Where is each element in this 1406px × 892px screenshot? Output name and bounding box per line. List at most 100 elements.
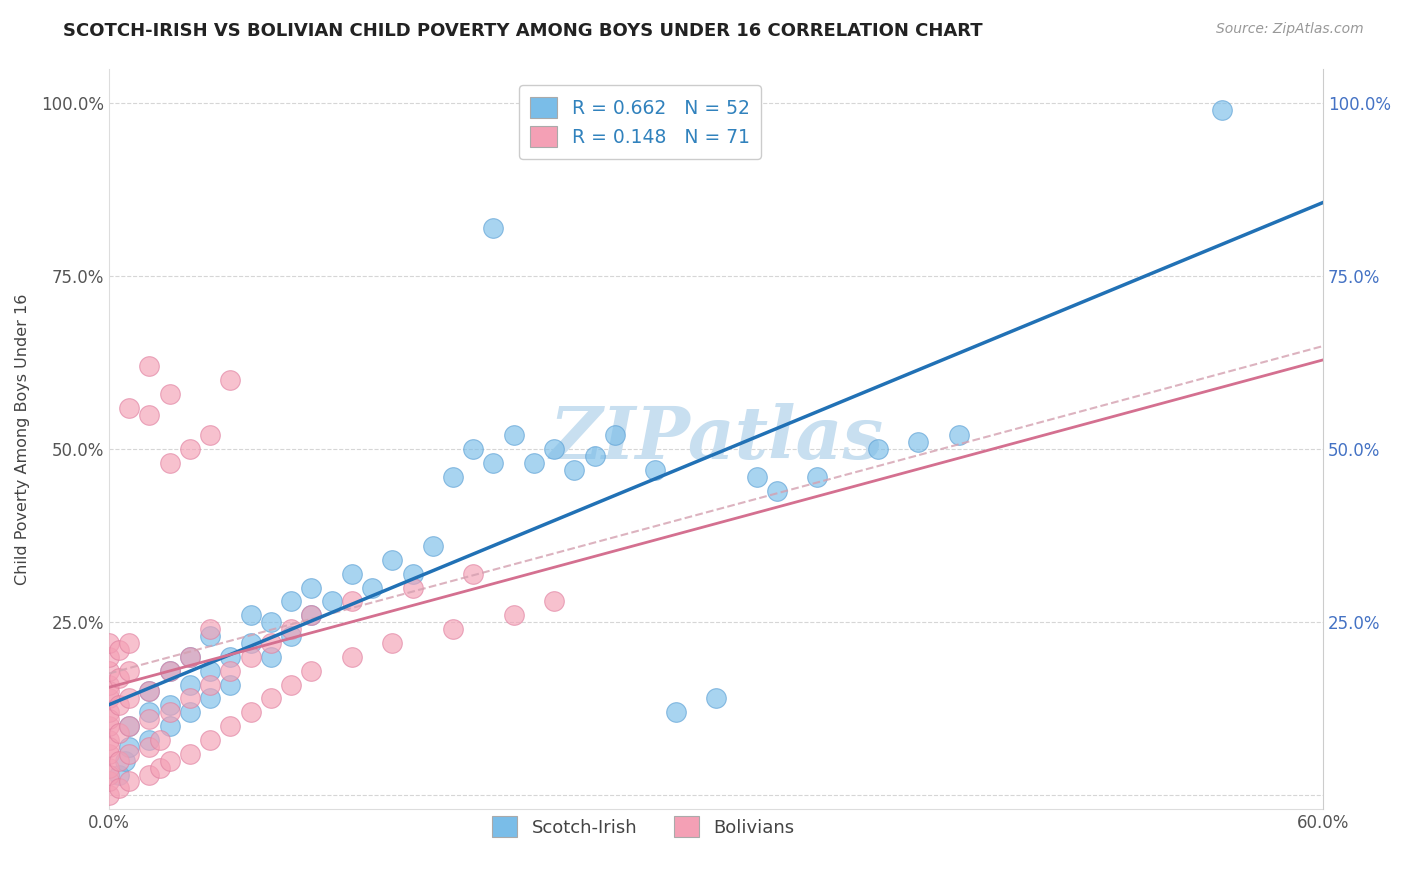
Point — [198, 664, 221, 678]
Point — [179, 747, 201, 761]
Point — [108, 754, 131, 768]
Point — [179, 691, 201, 706]
Point — [543, 594, 565, 608]
Point — [138, 705, 160, 719]
Point — [665, 705, 688, 719]
Point — [704, 691, 727, 706]
Point — [108, 698, 131, 713]
Point — [118, 691, 141, 706]
Point — [159, 719, 181, 733]
Point — [98, 664, 121, 678]
Point — [260, 649, 283, 664]
Point — [138, 684, 160, 698]
Point — [198, 629, 221, 643]
Point — [118, 664, 141, 678]
Point — [98, 649, 121, 664]
Point — [118, 739, 141, 754]
Point — [114, 754, 136, 768]
Point — [401, 581, 423, 595]
Point — [98, 789, 121, 803]
Point — [159, 387, 181, 401]
Point — [159, 698, 181, 713]
Point — [866, 442, 889, 457]
Point — [108, 767, 131, 781]
Point — [179, 649, 201, 664]
Point — [198, 622, 221, 636]
Point — [280, 677, 302, 691]
Point — [138, 408, 160, 422]
Point — [98, 705, 121, 719]
Point — [441, 622, 464, 636]
Point — [948, 428, 970, 442]
Point — [644, 463, 666, 477]
Point — [422, 539, 444, 553]
Point — [239, 705, 262, 719]
Point — [299, 608, 322, 623]
Point — [361, 581, 384, 595]
Point — [745, 470, 768, 484]
Point — [118, 719, 141, 733]
Point — [907, 435, 929, 450]
Point — [98, 774, 121, 789]
Point — [179, 649, 201, 664]
Text: Source: ZipAtlas.com: Source: ZipAtlas.com — [1216, 22, 1364, 37]
Point — [138, 739, 160, 754]
Point — [502, 608, 524, 623]
Point — [198, 677, 221, 691]
Point — [299, 581, 322, 595]
Point — [108, 671, 131, 685]
Point — [98, 747, 121, 761]
Point — [148, 733, 170, 747]
Point — [280, 622, 302, 636]
Point — [138, 359, 160, 373]
Point — [98, 636, 121, 650]
Point — [118, 719, 141, 733]
Point — [159, 705, 181, 719]
Legend: Scotch-Irish, Bolivians: Scotch-Irish, Bolivians — [485, 809, 801, 845]
Point — [340, 594, 363, 608]
Point — [260, 615, 283, 630]
Point — [806, 470, 828, 484]
Point — [564, 463, 586, 477]
Point — [148, 761, 170, 775]
Point — [98, 677, 121, 691]
Point — [280, 594, 302, 608]
Point — [1211, 103, 1233, 117]
Point — [98, 767, 121, 781]
Point — [299, 664, 322, 678]
Point — [381, 553, 404, 567]
Point — [219, 664, 242, 678]
Point — [98, 719, 121, 733]
Point — [502, 428, 524, 442]
Text: SCOTCH-IRISH VS BOLIVIAN CHILD POVERTY AMONG BOYS UNDER 16 CORRELATION CHART: SCOTCH-IRISH VS BOLIVIAN CHILD POVERTY A… — [63, 22, 983, 40]
Point — [108, 781, 131, 796]
Point — [118, 747, 141, 761]
Point — [260, 691, 283, 706]
Point — [159, 664, 181, 678]
Point — [138, 684, 160, 698]
Point — [239, 608, 262, 623]
Point — [463, 442, 485, 457]
Point — [179, 705, 201, 719]
Point — [219, 719, 242, 733]
Point — [340, 649, 363, 664]
Point — [198, 691, 221, 706]
Point — [482, 220, 505, 235]
Point — [340, 566, 363, 581]
Point — [198, 733, 221, 747]
Point — [219, 677, 242, 691]
Point — [138, 712, 160, 726]
Point — [543, 442, 565, 457]
Point — [239, 636, 262, 650]
Point — [523, 456, 546, 470]
Point — [118, 774, 141, 789]
Point — [138, 767, 160, 781]
Point — [159, 456, 181, 470]
Point — [381, 636, 404, 650]
Point — [219, 649, 242, 664]
Point — [583, 449, 606, 463]
Point — [138, 733, 160, 747]
Point — [98, 739, 121, 754]
Point — [159, 754, 181, 768]
Point — [98, 712, 121, 726]
